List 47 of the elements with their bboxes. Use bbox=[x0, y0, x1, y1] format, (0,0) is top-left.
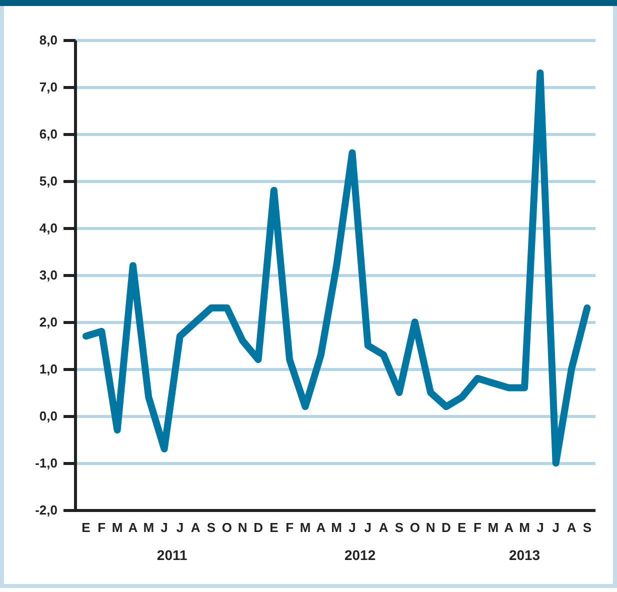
x-tick-label: N bbox=[238, 520, 248, 535]
text: 2012 bbox=[344, 547, 376, 563]
x-tick-label: A bbox=[566, 520, 577, 535]
y-tick-label: 7,0 bbox=[39, 80, 58, 94]
y-tick-label: 5,0 bbox=[39, 174, 58, 188]
x-tick-label: M bbox=[300, 520, 311, 535]
y-tick-label: 6,0 bbox=[39, 126, 58, 142]
x-tick-label: D bbox=[254, 520, 263, 535]
text: 2011 bbox=[156, 547, 188, 563]
x-tick-label: N bbox=[426, 520, 436, 535]
x-tick-label: O bbox=[410, 520, 420, 535]
x-tick-label: D bbox=[442, 520, 451, 535]
x-tick-label: F bbox=[286, 520, 294, 535]
text: 2013 bbox=[508, 547, 540, 563]
y-tick-label: 4,0 bbox=[39, 220, 58, 236]
x-tick-label: S bbox=[394, 520, 404, 535]
x-tick-label: J bbox=[552, 520, 560, 535]
x-tick-label: J bbox=[348, 520, 356, 535]
x-tick-label: J bbox=[364, 520, 372, 535]
x-tick-label: E bbox=[270, 520, 279, 535]
x-tick-label: A bbox=[504, 520, 514, 535]
x-tick-label: J bbox=[160, 520, 168, 535]
x-tick-label: A bbox=[378, 520, 389, 535]
x-tick-label: A bbox=[316, 520, 326, 535]
x-tick-label: M bbox=[112, 520, 123, 535]
y-tick-label: 8,0 bbox=[39, 32, 58, 48]
x-tick-label: E bbox=[458, 520, 467, 535]
y-tick-label: 1,0 bbox=[39, 362, 58, 376]
x-tick-label: J bbox=[536, 520, 544, 535]
x-tick-label: S bbox=[206, 520, 216, 535]
x-tick-label: F bbox=[98, 520, 106, 535]
x-tick-label: A bbox=[190, 520, 201, 535]
x-tick-label: M bbox=[488, 520, 499, 535]
y-tick-label: 2,0 bbox=[39, 314, 58, 330]
x-tick-label: M bbox=[331, 520, 342, 535]
x-tick-label: J bbox=[176, 520, 184, 535]
y-tick-label: -2,0 bbox=[35, 502, 58, 518]
y-tick-label: 3,0 bbox=[39, 268, 58, 282]
x-tick-label: O bbox=[222, 520, 232, 535]
y-tick-label: -1,0 bbox=[35, 456, 58, 470]
x-tick-label: S bbox=[582, 520, 592, 535]
x-tick-label: A bbox=[128, 520, 138, 535]
y-tick-label: 0,0 bbox=[39, 408, 58, 424]
x-tick-label: F bbox=[474, 520, 482, 535]
x-tick-label: M bbox=[519, 520, 530, 535]
x-tick-label: E bbox=[82, 520, 91, 535]
x-tick-label: M bbox=[143, 520, 154, 535]
